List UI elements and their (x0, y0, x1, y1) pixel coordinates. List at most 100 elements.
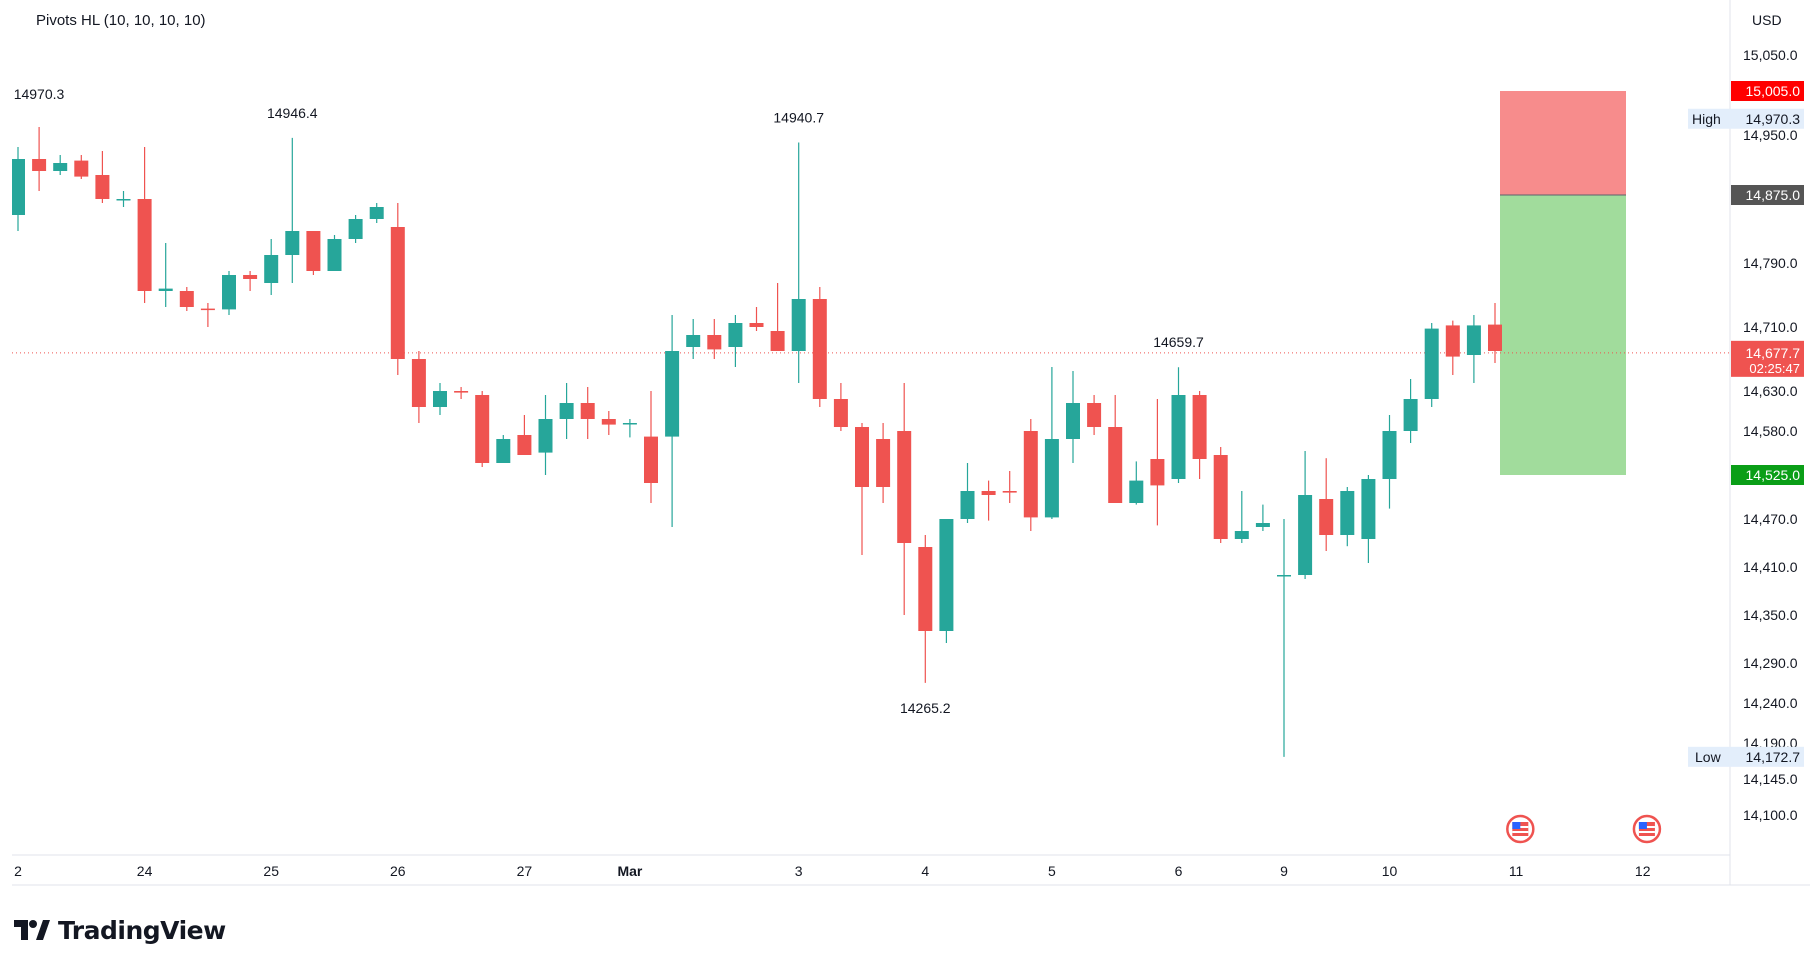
pivot-label: 14940.7 (773, 109, 824, 125)
candle-body (53, 163, 68, 171)
candle-body (306, 231, 321, 271)
candle-body (348, 219, 363, 239)
candle-body (390, 227, 405, 359)
candle-body (939, 519, 954, 631)
candle-body (770, 331, 785, 351)
current-price-label: 14,677.7 (1746, 345, 1801, 361)
candle-body (454, 391, 469, 393)
chart-panel[interactable]: 15,050.0 14,950.0 14,790.0 14,710.0 14,630.0… (12, 0, 1810, 890)
price-tick-label: 14,350.0 (1743, 607, 1798, 623)
price-tick-label: 14,790.0 (1743, 255, 1798, 271)
price-tick-label: 14,240.0 (1743, 695, 1798, 711)
candle-body (1044, 439, 1059, 518)
candle-body (622, 423, 637, 425)
candle-body (1382, 431, 1397, 479)
candle-body (791, 299, 806, 351)
candle-body (1277, 575, 1291, 577)
price-tick-label: 14,290.0 (1743, 655, 1798, 671)
us-flag-stripe (1638, 831, 1655, 833)
candle-body (1445, 325, 1460, 357)
date-tick-label: 3 (795, 863, 803, 879)
candle-body (960, 491, 975, 519)
price-tick-label: 14,710.0 (1743, 319, 1798, 335)
brand-name: TradingView (58, 915, 226, 945)
candle-body (601, 419, 616, 425)
price-tick-label: 15,050.0 (1743, 47, 1798, 63)
date-tick-label: 11 (1509, 863, 1524, 879)
candle-body (95, 175, 110, 199)
currency-label[interactable]: USD (1752, 12, 1782, 28)
candle-body (1023, 431, 1038, 518)
pivot-label: 14659.7 (1153, 334, 1204, 350)
candle-body (222, 275, 236, 310)
tradingview-icon (14, 920, 50, 940)
candle-body (1087, 403, 1102, 427)
candle-body (1424, 328, 1439, 399)
stop-loss-zone (1500, 91, 1626, 195)
high-tag-value: 14,970.3 (1746, 111, 1801, 127)
date-tick-label: 4 (921, 863, 929, 879)
candle-body (1129, 480, 1144, 503)
candle-body (812, 299, 827, 399)
candle-body (243, 275, 258, 279)
candle-body (538, 419, 553, 453)
pivot-label: 14265.2 (900, 700, 951, 716)
date-tick-label: 12 (1635, 863, 1651, 879)
indicator-legend[interactable]: Pivots HL (10, 10, 10, 10) (36, 12, 206, 29)
candle-body (1150, 459, 1165, 486)
stop-price-tag-bg (1731, 81, 1804, 101)
candle-body (1361, 479, 1376, 539)
candle-body (580, 403, 595, 419)
candle-body (559, 403, 574, 419)
candle-body (264, 255, 279, 283)
candle-body (411, 359, 426, 407)
candlestick-chart[interactable]: 15,050.0 14,950.0 14,790.0 14,710.0 14,630.0… (12, 0, 1810, 890)
candle-body (707, 335, 722, 350)
candle-body (1234, 531, 1249, 539)
low-tag-bg (1688, 746, 1804, 767)
candle-body (1108, 427, 1123, 503)
candle-body (116, 199, 131, 201)
candle-body (158, 288, 173, 291)
candle-body (1403, 399, 1418, 431)
take-profit-zone (1500, 195, 1626, 475)
candle-body (981, 491, 996, 495)
candle-body (749, 323, 764, 327)
date-tick-label: 25 (263, 863, 279, 879)
date-tick-label: 2 (14, 863, 22, 879)
price-tick-label: 14,470.0 (1743, 511, 1798, 527)
candle-body (200, 308, 215, 311)
candle-body (517, 435, 532, 455)
date-tick-label: 26 (390, 863, 406, 879)
candle-body (833, 399, 848, 427)
candle-body (1002, 491, 1017, 493)
price-tick-label: 14,410.0 (1743, 559, 1798, 575)
high-tag-bg (1688, 108, 1804, 129)
candle-body (1298, 495, 1313, 575)
candle-body (433, 391, 447, 407)
us-flag-canton (1512, 822, 1521, 829)
candle-body (1171, 395, 1186, 479)
target-price-tag-bg (1731, 465, 1804, 485)
candle-body (918, 547, 933, 631)
candle-body (897, 431, 912, 543)
us-flag-stripe (1512, 831, 1529, 833)
candle-body (74, 160, 89, 177)
entry-price-tag: 14,875.0 (1746, 187, 1801, 203)
candle-body (1466, 325, 1481, 355)
tradingview-logo[interactable]: TradingView (14, 912, 226, 948)
candle-body (1340, 491, 1355, 535)
candle-body (665, 351, 680, 437)
current-price-tag-bg (1731, 340, 1804, 377)
date-tick-label: 27 (517, 863, 533, 879)
candle-body (496, 439, 511, 463)
price-tick-label: 14,100.0 (1743, 807, 1798, 823)
candle-body (1213, 455, 1228, 539)
candle-body (285, 231, 300, 255)
candle-body (1192, 395, 1207, 459)
date-tick-label: 24 (137, 863, 153, 879)
low-tag-label: Low (1695, 749, 1722, 765)
candle-body (1255, 523, 1270, 527)
candle-body (1488, 324, 1502, 351)
date-tick-label: 10 (1382, 863, 1398, 879)
